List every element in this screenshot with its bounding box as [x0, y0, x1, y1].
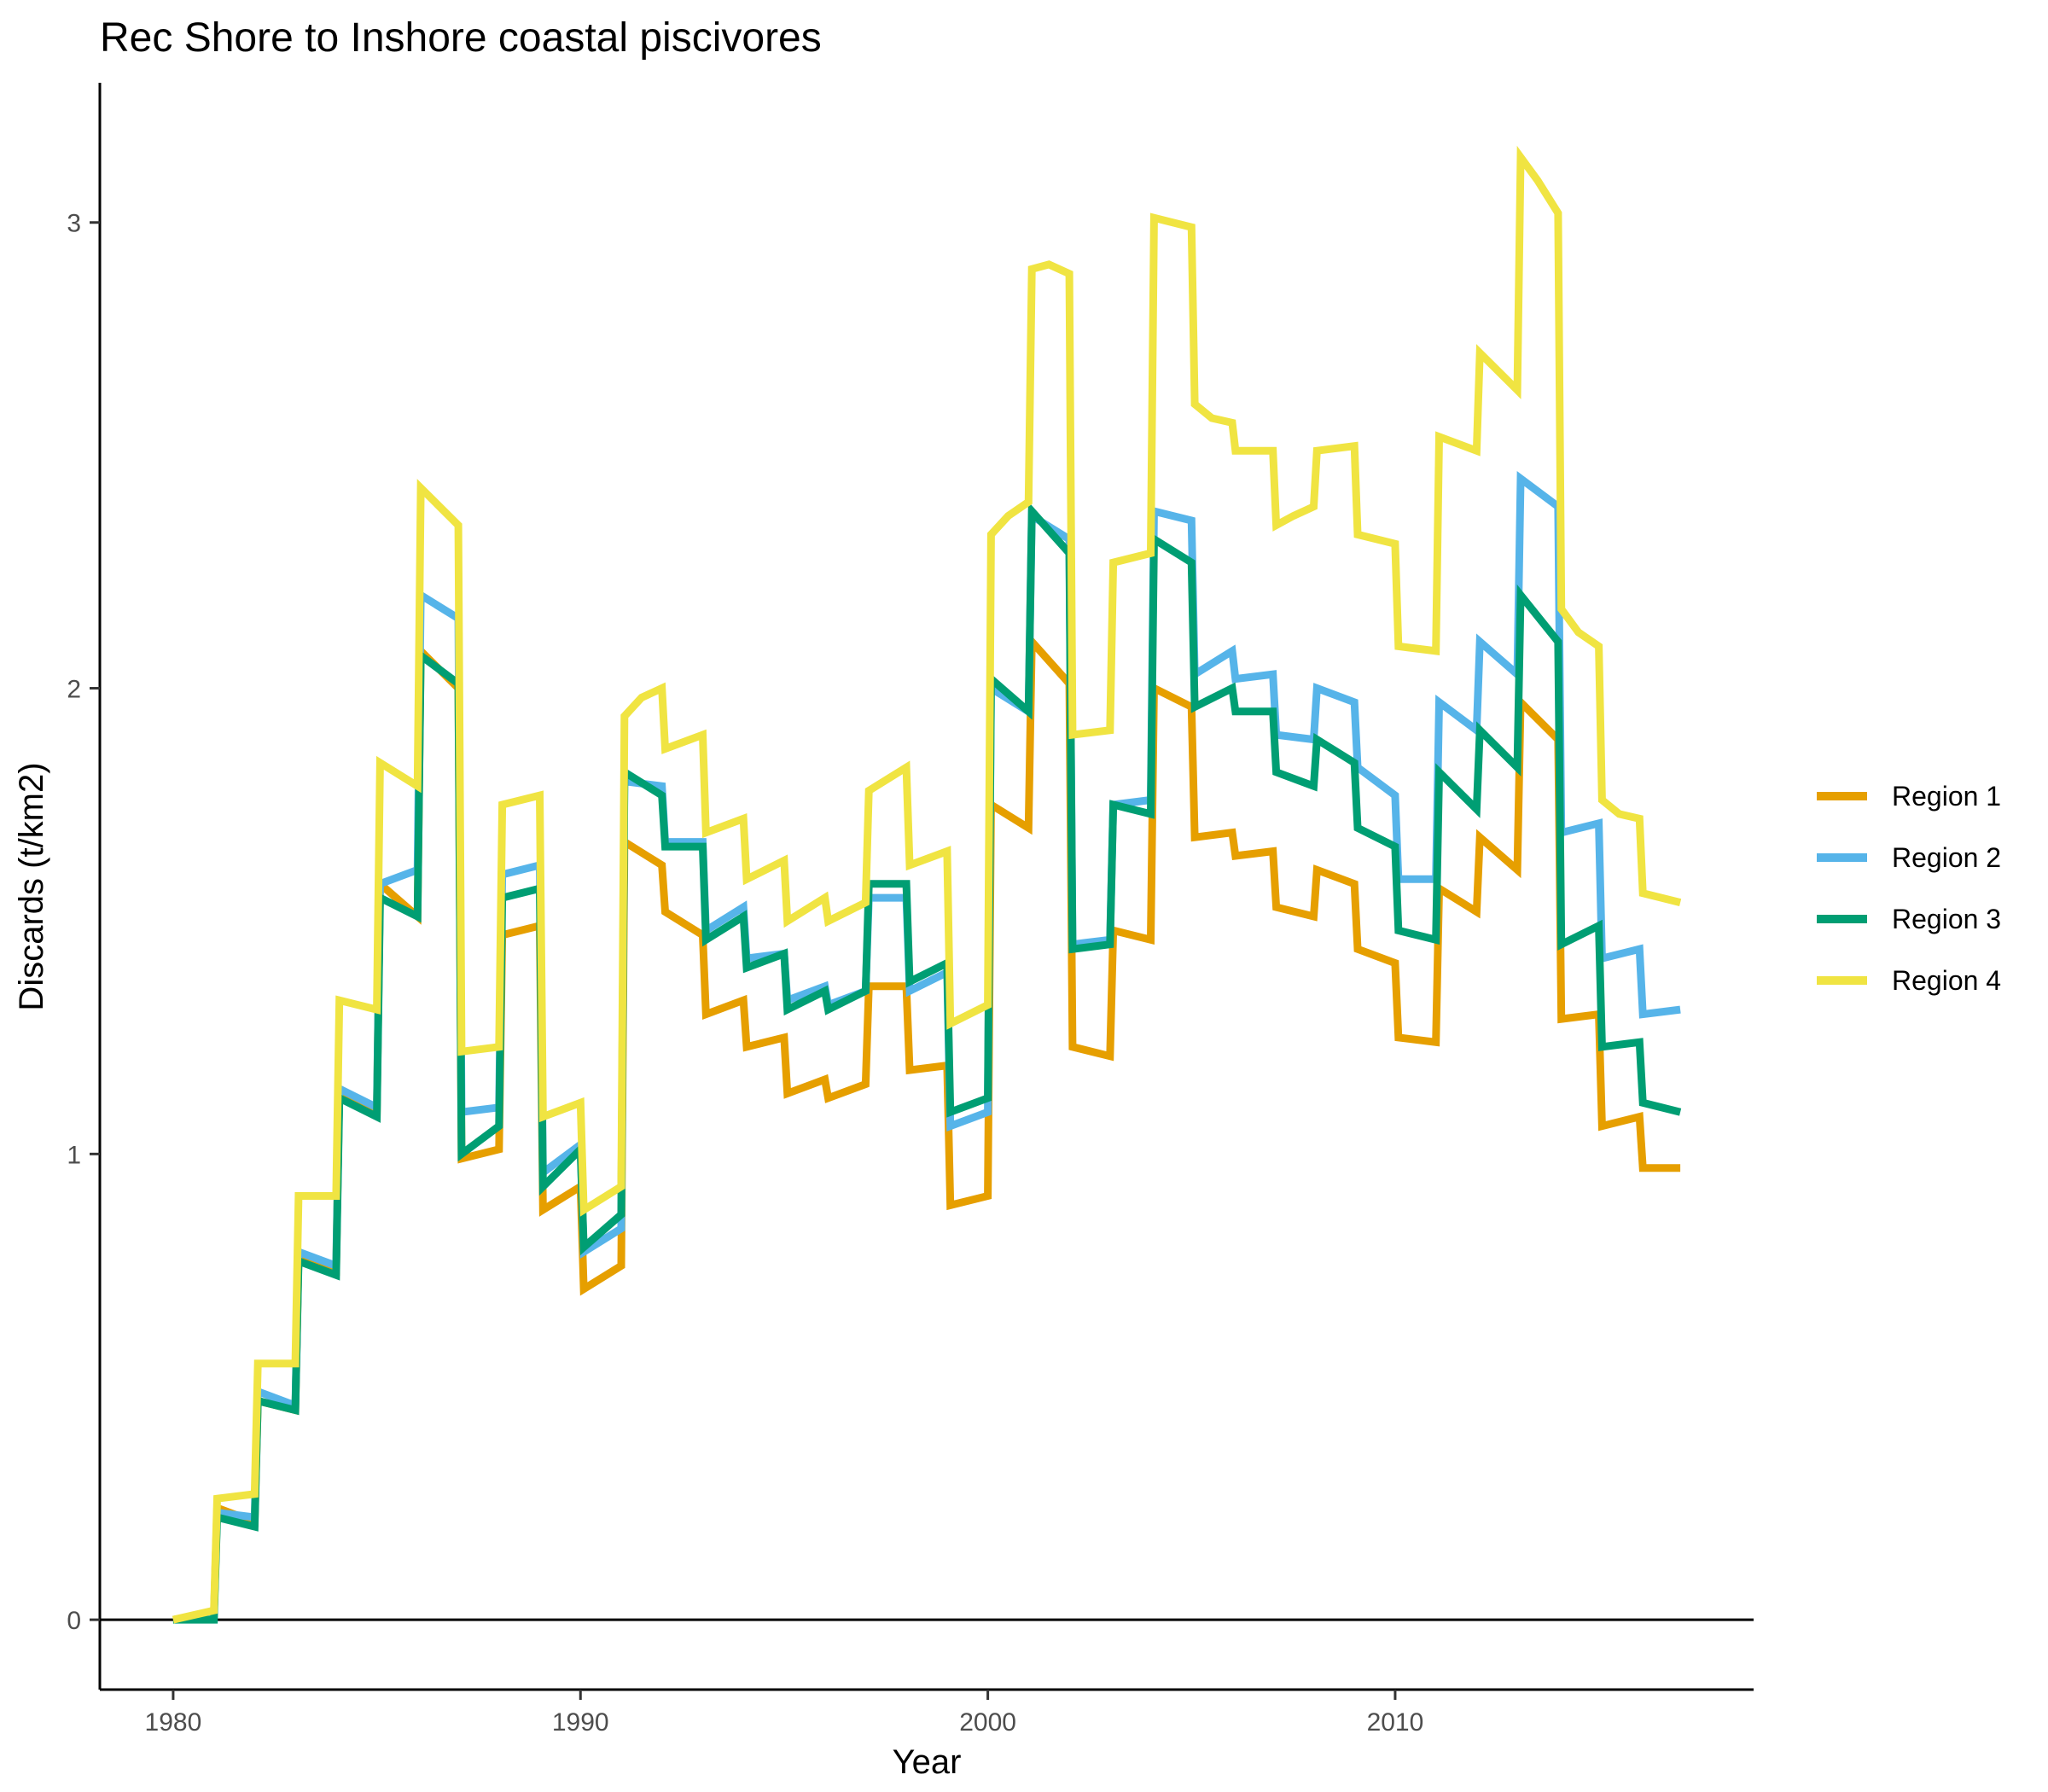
series-line-region-2 [172, 471, 1681, 1624]
legend: Region 1 Region 2 Region 3 Region 4 [1817, 781, 2001, 996]
y-axis-title: Discards (t/km2) [13, 762, 50, 1010]
y-tick-label: 0 [67, 1607, 81, 1635]
legend-label-region-2: Region 2 [1892, 842, 2001, 873]
y-tick-label: 2 [67, 676, 81, 704]
series-line-region-4 [172, 145, 1682, 1624]
x-tick-label: 2010 [1367, 1708, 1424, 1737]
legend-label-region-1: Region 1 [1892, 781, 2001, 812]
series-line-region-3 [172, 501, 1682, 1624]
y-axis-ticks: 0 1 2 3 [67, 210, 100, 1635]
x-tick-label: 1980 [145, 1708, 202, 1737]
legend-label-region-4: Region 4 [1892, 965, 2001, 996]
x-axis-ticks: 1980 1990 2000 2010 [145, 1690, 1424, 1737]
x-axis-title: Year [893, 1743, 962, 1781]
chart-title: Rec Shore to Inshore coastal piscivores [100, 15, 822, 61]
x-tick-label: 2000 [959, 1708, 1016, 1737]
x-tick-label: 1990 [552, 1708, 609, 1737]
plot-area [100, 145, 1754, 1624]
y-tick-label: 3 [67, 210, 81, 238]
legend-label-region-3: Region 3 [1892, 904, 2001, 934]
y-tick-label: 1 [67, 1141, 81, 1169]
series-layer [172, 145, 1682, 1624]
